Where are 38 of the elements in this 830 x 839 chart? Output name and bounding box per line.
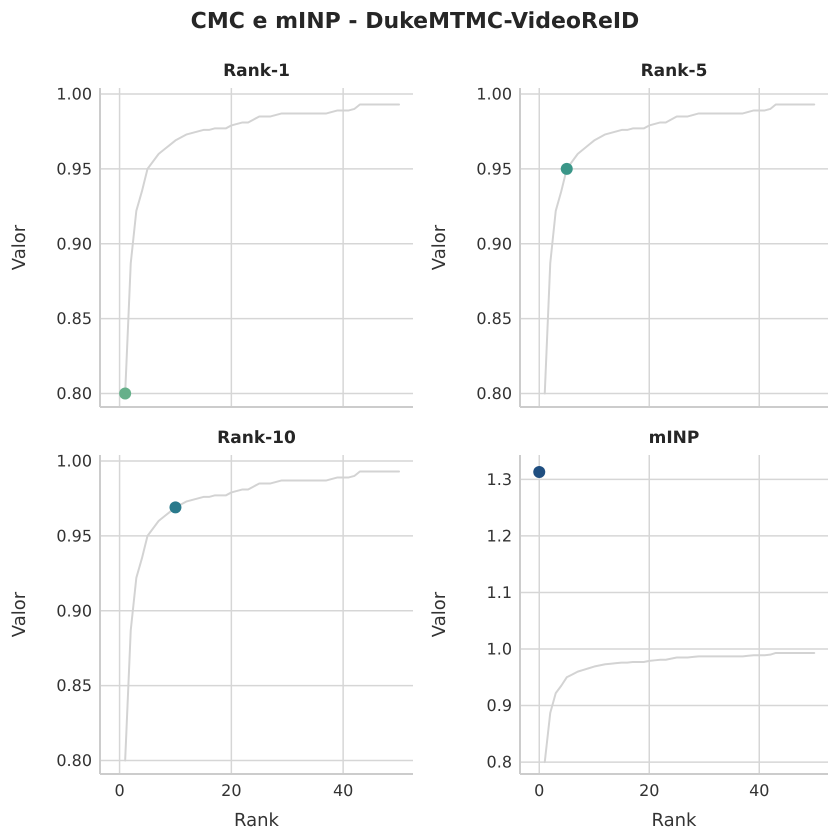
y-tick-label: 0.85 — [56, 676, 92, 696]
y-tick-label: 1.00 — [56, 452, 92, 471]
y-tick-label: 1.2 — [486, 526, 512, 546]
chart-title: Rank-1 — [223, 61, 290, 81]
y-axis-title: Valor — [9, 224, 30, 270]
y-tick-label: 1.3 — [486, 470, 512, 489]
y-tick-label: 0.90 — [56, 601, 92, 620]
x-tick-label: 40 — [332, 781, 354, 800]
y-tick-label: 0.8 — [486, 752, 512, 772]
x-tick-label: 0 — [534, 781, 544, 800]
y-axis-title: Valor — [9, 591, 30, 638]
y-tick-label: 1.0 — [486, 640, 512, 659]
y-tick-label: 0.90 — [476, 234, 512, 254]
y-tick-label: 0.90 — [56, 234, 92, 254]
x-tick-label: 0 — [114, 781, 125, 800]
x-tick-label: 20 — [221, 781, 242, 800]
y-tick-label: 1.00 — [476, 84, 512, 104]
y-tick-label: 1.00 — [56, 84, 92, 104]
y-tick-label: 0.85 — [476, 309, 512, 328]
x-tick-label: 40 — [749, 781, 770, 800]
y-tick-label: 0.95 — [56, 159, 92, 178]
x-tick-label: 20 — [639, 781, 660, 800]
y-tick-label: 0.95 — [56, 526, 92, 546]
chart-title: mINP — [648, 428, 700, 448]
y-tick-label: 1.1 — [486, 583, 512, 602]
chart-title: Rank-10 — [217, 428, 296, 448]
y-tick-label: 0.80 — [56, 384, 92, 404]
y-tick-label: 0.85 — [56, 309, 92, 328]
y-tick-label: 0.80 — [476, 384, 512, 404]
text: CMC e mINP - DukeMTMC-VideoReID — [190, 9, 640, 34]
y-tick-label: 0.9 — [486, 696, 512, 716]
y-axis-title: Valor — [429, 224, 450, 270]
y-tick-label: 0.80 — [56, 751, 92, 770]
x-axis-title: Rank — [652, 810, 698, 831]
x-axis-title: Rank — [234, 810, 280, 831]
chart-title: Rank-5 — [640, 61, 708, 81]
y-axis-title: Valor — [429, 591, 450, 638]
y-tick-label: 0.95 — [476, 159, 512, 178]
